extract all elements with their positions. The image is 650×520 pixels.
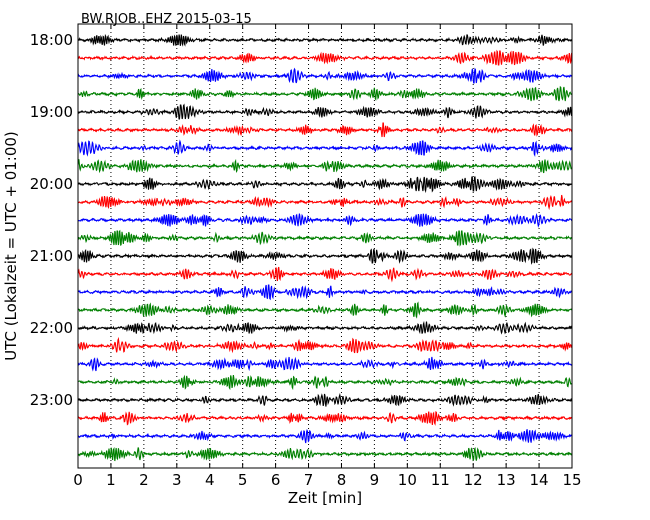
trace-line xyxy=(77,229,573,247)
trace-line xyxy=(77,33,573,47)
trace-line xyxy=(77,122,573,138)
x-tick-label: 12 xyxy=(464,471,483,489)
trace-line xyxy=(77,446,573,462)
trace-line xyxy=(77,374,573,391)
y-tick-label: 20:00 xyxy=(30,175,73,193)
trace-line xyxy=(77,212,573,228)
x-tick-label: 2 xyxy=(139,471,149,489)
trace-group xyxy=(77,33,573,462)
trace-line xyxy=(77,49,573,66)
x-tick-label: 4 xyxy=(205,471,215,489)
trace-line xyxy=(77,266,573,283)
trace-line xyxy=(77,428,573,444)
trace-line xyxy=(77,67,573,84)
x-tick-label: 15 xyxy=(562,471,581,489)
x-tick-label: 9 xyxy=(370,471,380,489)
y-tick-label: 23:00 xyxy=(30,391,73,409)
x-tick-label: 5 xyxy=(238,471,248,489)
trace-line xyxy=(77,356,573,372)
x-tick-label: 14 xyxy=(530,471,549,489)
x-tick-label: 3 xyxy=(172,471,182,489)
x-axis-ticks: 0 1 2 3 4 5 6 7 8 9 10 11 12 13 14 15 xyxy=(73,24,582,489)
trace-line xyxy=(77,392,573,407)
y-tick-label: 18:00 xyxy=(30,31,73,49)
trace-line xyxy=(77,103,573,120)
x-tick-label: 7 xyxy=(304,471,314,489)
trace-line xyxy=(77,336,573,354)
trace-line xyxy=(77,284,573,301)
x-axis-label: Zeit [min] xyxy=(288,489,362,507)
x-tick-label: 11 xyxy=(431,471,450,489)
trace-line xyxy=(77,176,573,194)
trace-line xyxy=(77,320,573,335)
trace-line xyxy=(77,247,573,265)
chart-title: BW.RJOB..EHZ 2015-03-15 xyxy=(81,12,252,27)
x-tick-label: 10 xyxy=(398,471,417,489)
y-tick-label: 22:00 xyxy=(30,319,73,337)
trace-line xyxy=(77,158,573,174)
x-tick-label: 13 xyxy=(497,471,516,489)
y-axis-label: UTC (Lokalzeit = UTC + 01:00) xyxy=(2,131,20,361)
x-tick-label: 1 xyxy=(106,471,116,489)
plot-frame xyxy=(77,23,573,469)
y-tick-label: 19:00 xyxy=(30,103,73,121)
y-axis-ticks: 18:00 19:00 20:00 21:00 22:00 23:00 xyxy=(30,31,572,409)
x-tick-label: 0 xyxy=(73,471,83,489)
y-tick-label: 21:00 xyxy=(30,247,73,265)
trace-line xyxy=(77,85,573,102)
trace-line xyxy=(77,411,573,426)
trace-line xyxy=(77,301,573,319)
x-tick-label: 8 xyxy=(337,471,347,489)
trace-line xyxy=(77,194,573,211)
x-tick-label: 6 xyxy=(271,471,281,489)
trace-line xyxy=(77,139,573,158)
